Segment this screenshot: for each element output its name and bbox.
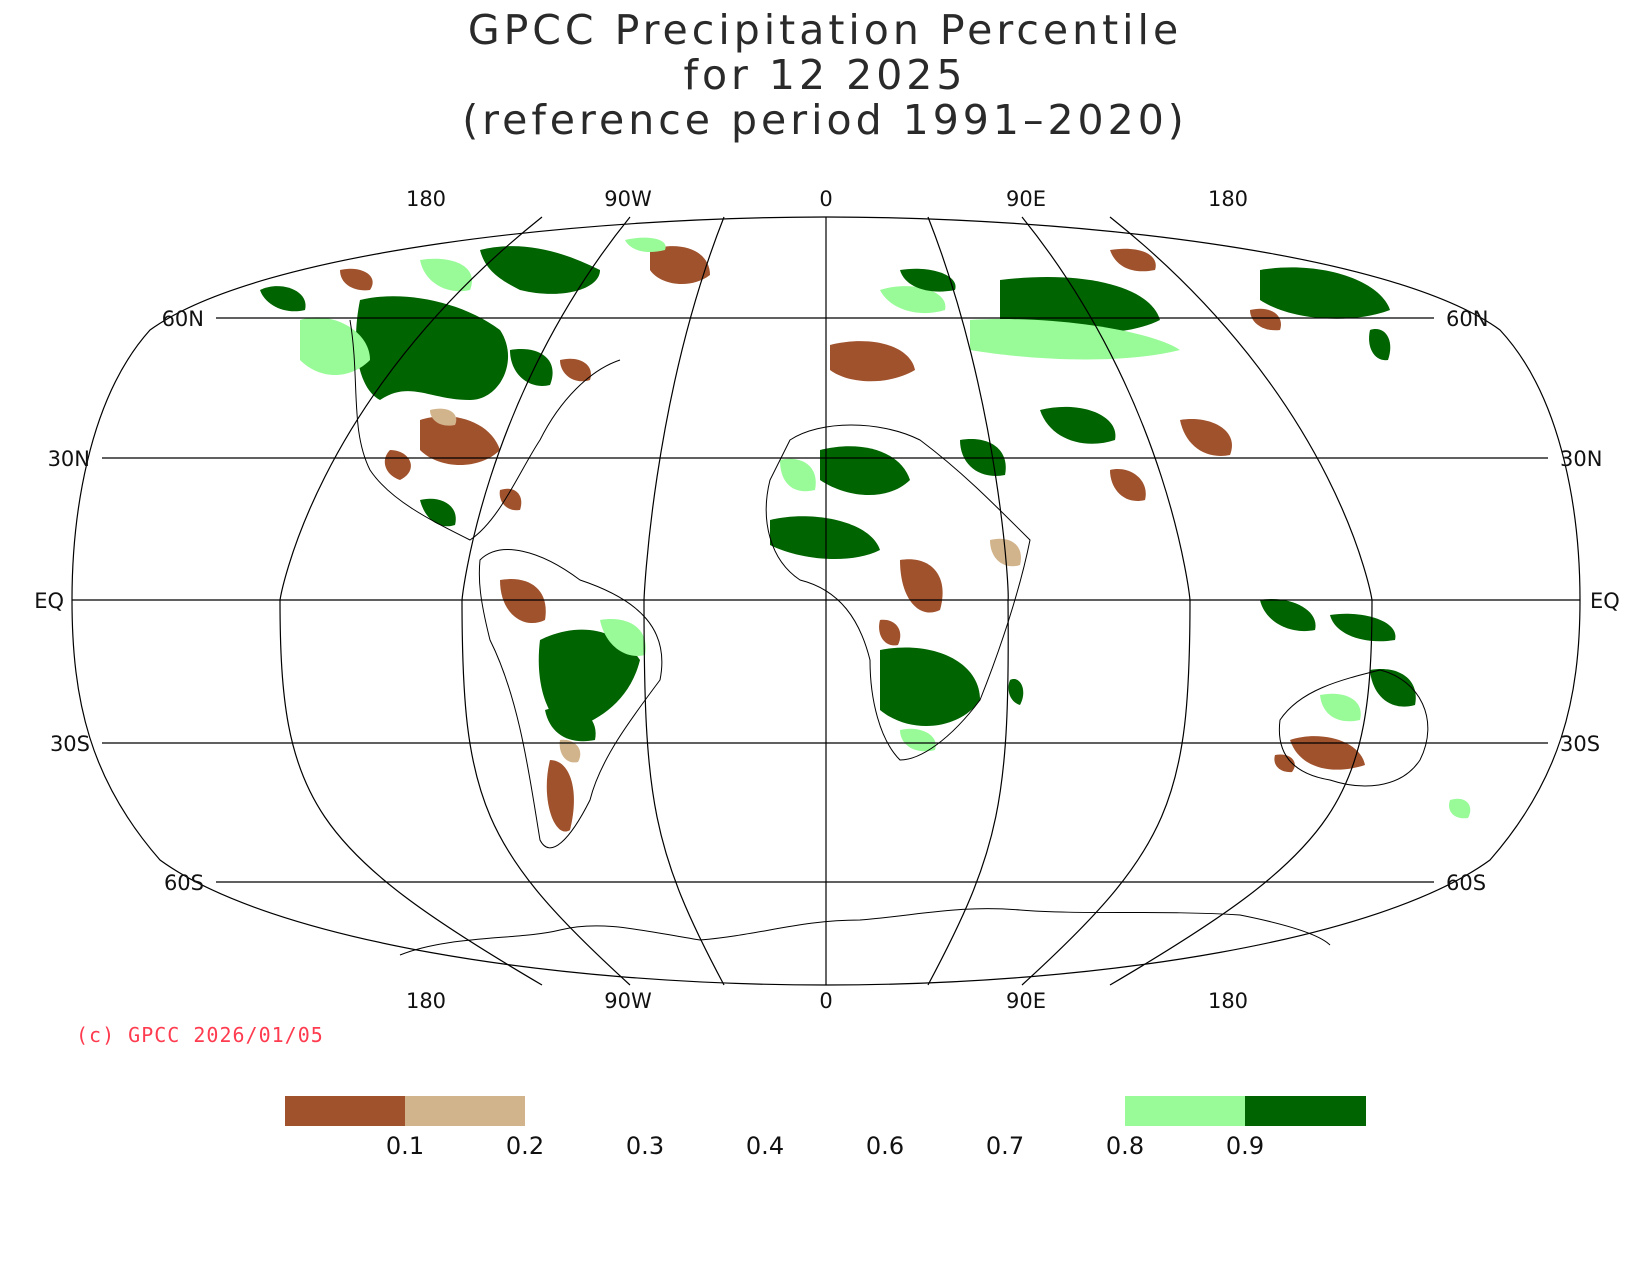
- na-wet-dark: [356, 296, 509, 400]
- left-label-60s: 60S: [164, 871, 204, 895]
- sa-dry-brown: [500, 579, 546, 624]
- au-wet-light: [1320, 693, 1361, 722]
- meridian-135e: [1109, 216, 1373, 986]
- coastlines: [349, 319, 1429, 956]
- na-dry-tan: [430, 408, 457, 426]
- as-dry-china: [1180, 419, 1232, 456]
- top-label-90e: 90E: [1006, 187, 1046, 211]
- sa-wet-dark: [538, 629, 640, 730]
- as-wet-east-siberia: [1260, 267, 1390, 319]
- title-line-1: GPCC Precipitation Percentile: [467, 6, 1183, 54]
- as-wet-indonesia: [1330, 613, 1396, 642]
- na-wet-mex: [420, 498, 456, 527]
- greenland-dry: [650, 246, 710, 285]
- top-label-180-right: 180: [1208, 187, 1248, 211]
- bottom-label-0: 0: [819, 989, 832, 1013]
- eu-wet-dark: [900, 268, 956, 292]
- north-america-coast: [349, 319, 621, 541]
- af-wet-light: [780, 458, 816, 492]
- caribbean-dry: [499, 488, 522, 511]
- meridian-135w: [279, 216, 543, 986]
- graticule: [71, 216, 1581, 986]
- madagascar-wet: [1008, 679, 1024, 705]
- africa-coast: [765, 424, 1031, 761]
- title-line-3: (reference period 1991–2020): [462, 96, 1188, 144]
- top-label-90w: 90W: [604, 187, 652, 211]
- as-wet-se: [1260, 599, 1316, 632]
- left-label-60n: 60N: [162, 307, 204, 331]
- na-dry-brown: [420, 416, 500, 465]
- na-wet-ne: [510, 349, 553, 386]
- top-label-180-left: 180: [406, 187, 446, 211]
- left-label-eq: EQ: [34, 589, 64, 613]
- bottom-label-90w: 90W: [604, 989, 652, 1013]
- left-label-30s: 30S: [50, 732, 90, 756]
- meridian-45e: [927, 216, 1009, 986]
- af-wet-sahel: [770, 516, 880, 560]
- sa-wet-south: [545, 706, 596, 742]
- top-label-0: 0: [819, 187, 832, 211]
- right-label-eq: EQ: [1590, 589, 1620, 613]
- title-line-2: for 12 2025: [683, 51, 967, 99]
- sa-dry-tan: [559, 739, 581, 763]
- nz-wet: [1449, 798, 1471, 819]
- na-wet-light-2: [420, 258, 472, 292]
- australia-coast: [1278, 669, 1429, 787]
- alaska-dry: [340, 268, 373, 291]
- greenland-wet: [625, 237, 666, 252]
- meridian-90e: [1021, 216, 1191, 986]
- af-dry-congo: [900, 559, 943, 613]
- na-wet-light: [300, 317, 370, 375]
- as-wet-siberia: [1000, 276, 1160, 334]
- meridian-90w: [461, 216, 631, 986]
- graticule-labels: 180 90W 0 90E 180 180 90W 0 90E 180 60N …: [34, 187, 1620, 1013]
- af-dry-small: [879, 619, 901, 646]
- eu-wet-light: [880, 286, 946, 314]
- af-wet-south: [880, 647, 980, 727]
- right-label-30s: 30S: [1560, 732, 1600, 756]
- right-label-60n: 60N: [1446, 307, 1488, 331]
- sa-dry-south: [546, 760, 574, 832]
- as-dry-ne-siberia: [1250, 308, 1281, 331]
- sa-wet-light: [600, 619, 646, 656]
- as-dry-west: [1110, 248, 1156, 272]
- au-dry-south: [1290, 736, 1365, 770]
- antarctica-coast: [399, 908, 1331, 956]
- as-wet-light-band: [970, 319, 1180, 360]
- as-wet-kamchatka: [1369, 329, 1391, 361]
- south-america-coast: [478, 549, 663, 849]
- copyright-notice: (c) GPCC 2026/01/05: [76, 1023, 324, 1047]
- na-wet-dark-2: [480, 246, 600, 294]
- na-dry-brown-2: [384, 450, 411, 480]
- af-wet-dark-north: [820, 446, 910, 495]
- au-wet-north: [1370, 669, 1416, 707]
- bottom-label-90e: 90E: [1006, 989, 1046, 1013]
- right-label-30n: 30N: [1560, 447, 1602, 471]
- meridian-45w: [643, 216, 725, 986]
- na-dry-ne: [560, 358, 591, 382]
- right-label-60s: 60S: [1446, 871, 1486, 895]
- left-label-30n: 30N: [48, 447, 90, 471]
- precipitation-fields: [260, 237, 1471, 832]
- as-dry-india: [1110, 469, 1146, 501]
- as-wet-central: [1040, 406, 1116, 444]
- au-dry-west: [1274, 754, 1295, 773]
- af-wet-south-light: [900, 728, 936, 752]
- alaska-wet: [260, 286, 306, 312]
- map-title: GPCC Precipitation Percentile for 12 202…: [0, 8, 1650, 143]
- eu-dry-brown: [830, 341, 915, 382]
- bottom-label-180-right: 180: [1208, 989, 1248, 1013]
- bottom-label-180-left: 180: [406, 989, 446, 1013]
